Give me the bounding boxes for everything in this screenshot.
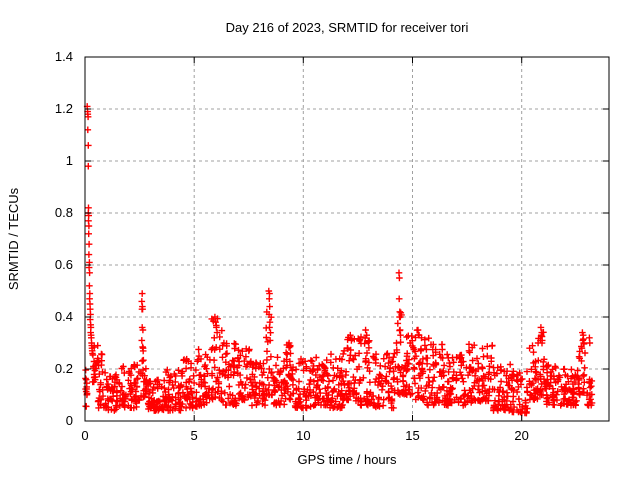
x-tick-label: 0 <box>81 428 89 443</box>
chart-title: Day 216 of 2023, SRMTID for receiver tor… <box>225 20 469 35</box>
y-tick-label: 0.4 <box>54 309 73 324</box>
scatter-data-points <box>82 103 596 417</box>
y-tick-label: 0 <box>65 413 73 428</box>
x-tick-label: 10 <box>296 428 311 443</box>
y-tick-label: 1.4 <box>54 49 73 64</box>
x-tick-label: 20 <box>514 428 529 443</box>
plot-border <box>84 56 610 422</box>
y-tick-label: 1 <box>65 153 73 168</box>
x-tick-label: 5 <box>190 428 198 443</box>
x-axis-label: GPS time / hours <box>297 452 397 467</box>
y-tick-label: 0.2 <box>54 361 73 376</box>
axis-tick-marks <box>84 56 609 422</box>
y-tick-label: 0.6 <box>54 257 73 272</box>
x-tick-label: 15 <box>405 428 420 443</box>
y-tick-label: 1.2 <box>54 101 73 116</box>
y-tick-label: 0.8 <box>54 205 73 220</box>
gridlines <box>85 57 609 421</box>
